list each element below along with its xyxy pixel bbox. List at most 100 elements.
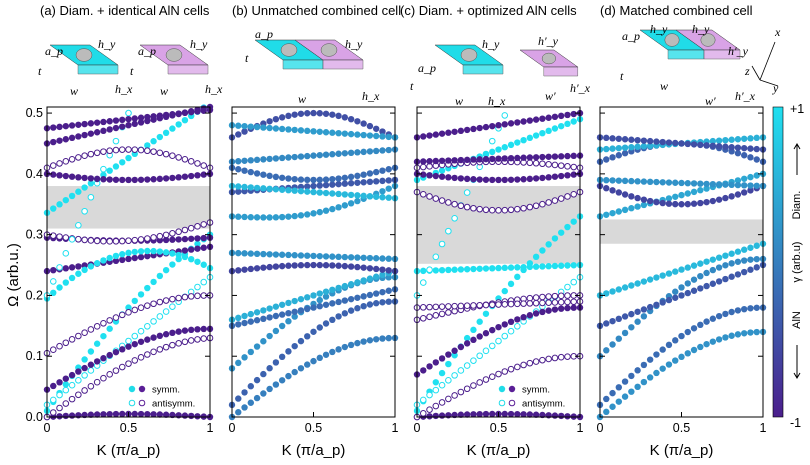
point-c-9-19 [532,132,540,139]
point-b-11-17 [335,150,342,157]
point-b-7-6 [266,214,273,221]
point-c-3-12 [488,373,496,380]
xtick-label-b-0: 0 [229,421,236,435]
point-d-2-13 [678,284,685,291]
point-d-7-15 [690,180,698,187]
point-c-4-14 [501,321,508,328]
point-b-12-20 [354,118,361,125]
point-d-9-23 [740,135,748,142]
point-c-2-8 [463,362,471,369]
point-b-0-7 [272,381,280,388]
series-d-3 [596,261,767,330]
point-b-12-17 [335,112,342,120]
point-c-12-20 [539,160,546,168]
point-d-1-21 [728,308,735,316]
point-c-1-9 [470,326,477,334]
point-a-2-1 [49,396,57,404]
point-d-3-15 [690,287,698,294]
point-d-6-5 [628,193,635,200]
point-b-9-3 [247,184,255,191]
point-d-0-6 [634,383,641,391]
ytick-label-5: 0.5 [26,106,43,120]
point-d-6-8 [646,197,654,205]
series-a-4 [43,325,214,393]
point-b-2-8 [278,322,286,330]
point-d-0-1 [603,408,610,416]
point-a-6-5 [75,263,82,270]
point-d-0-12 [672,357,679,364]
point-c-0-15 [507,410,515,418]
point-d-10-10 [659,138,666,146]
point-b-2-6 [266,332,273,340]
point-b-3-15 [322,301,330,308]
point-b-5-6 [266,263,273,271]
point-d-10-2 [609,135,616,142]
point-a-12-2 [56,172,63,179]
point-a-0-5 [75,412,82,419]
point-b-8-12 [304,183,311,190]
point-d-8-4 [621,150,629,157]
point-c-13-3 [432,157,440,165]
xtick-label-d-2: 1 [760,421,767,435]
point-c-3-16 [514,363,521,371]
point-b-7-19 [347,200,355,207]
point-b-9-20 [354,192,361,199]
point-a-7-2 [56,284,63,291]
series-a-13 [43,146,214,172]
point-b-12-21 [360,120,367,127]
point-d-8-22 [734,150,742,157]
point-a-9-13 [125,237,132,245]
point-b-0-3 [247,399,255,406]
point-d-10-20 [722,143,729,150]
point-b-10-4 [253,170,261,177]
point-b-5-18 [341,262,349,270]
point-c-7-9 [470,265,477,273]
point-b-9-17 [335,190,342,198]
point-d-6-10 [659,199,666,207]
point-b-9-6 [266,185,273,193]
point-d-5-12 [672,193,679,200]
point-b-3-1 [235,321,242,328]
point-d-7-5 [628,177,635,185]
legend-symm-aln-marker [508,385,516,393]
point-b-10-12 [304,176,311,184]
point-b-3-24 [379,288,386,296]
point-a-11-13 [125,154,132,162]
point-b-12-2 [241,128,248,135]
point-c-4-4 [438,355,446,362]
point-c-8-4 [438,240,446,248]
point-d-0-16 [697,343,704,351]
point-c-4-5 [445,351,452,358]
axis-z-line [751,65,761,81]
point-a-13-14 [131,146,139,153]
point-c-1-20 [539,247,546,254]
point-a-15-5 [75,121,82,128]
point-c-5-22 [551,292,559,300]
point-d-2-23 [740,257,748,264]
point-b-1-10 [291,342,298,350]
point-a-11-5 [75,188,82,195]
point-b-4-23 [372,273,380,280]
point-c-11-11 [482,176,490,183]
point-a-2-4 [68,381,76,389]
point-a-1-3 [62,381,70,388]
point-c-13-4 [438,157,446,164]
point-c-6-12 [488,301,496,309]
point-c-14-14 [501,121,508,128]
point-d-6-20 [722,194,729,202]
point-c-2-1 [419,396,427,404]
xtick-label-c-2: 1 [577,421,584,435]
point-c-14-8 [463,126,471,134]
point-d-2-4 [621,329,629,337]
point-a-5-7 [87,326,95,333]
point-c-9-22 [551,125,559,132]
point-a-1-7 [87,348,95,355]
point-c-6-3 [432,303,440,311]
point-a-7-17 [150,247,157,255]
point-c-1-11 [482,310,490,317]
point-b-2-5 [260,338,267,345]
point-a-15-7 [87,120,95,127]
panel-d-title: (d) Matched combined cell [600,3,753,18]
point-b-11-23 [372,147,380,155]
point-d-5-5 [628,205,635,212]
